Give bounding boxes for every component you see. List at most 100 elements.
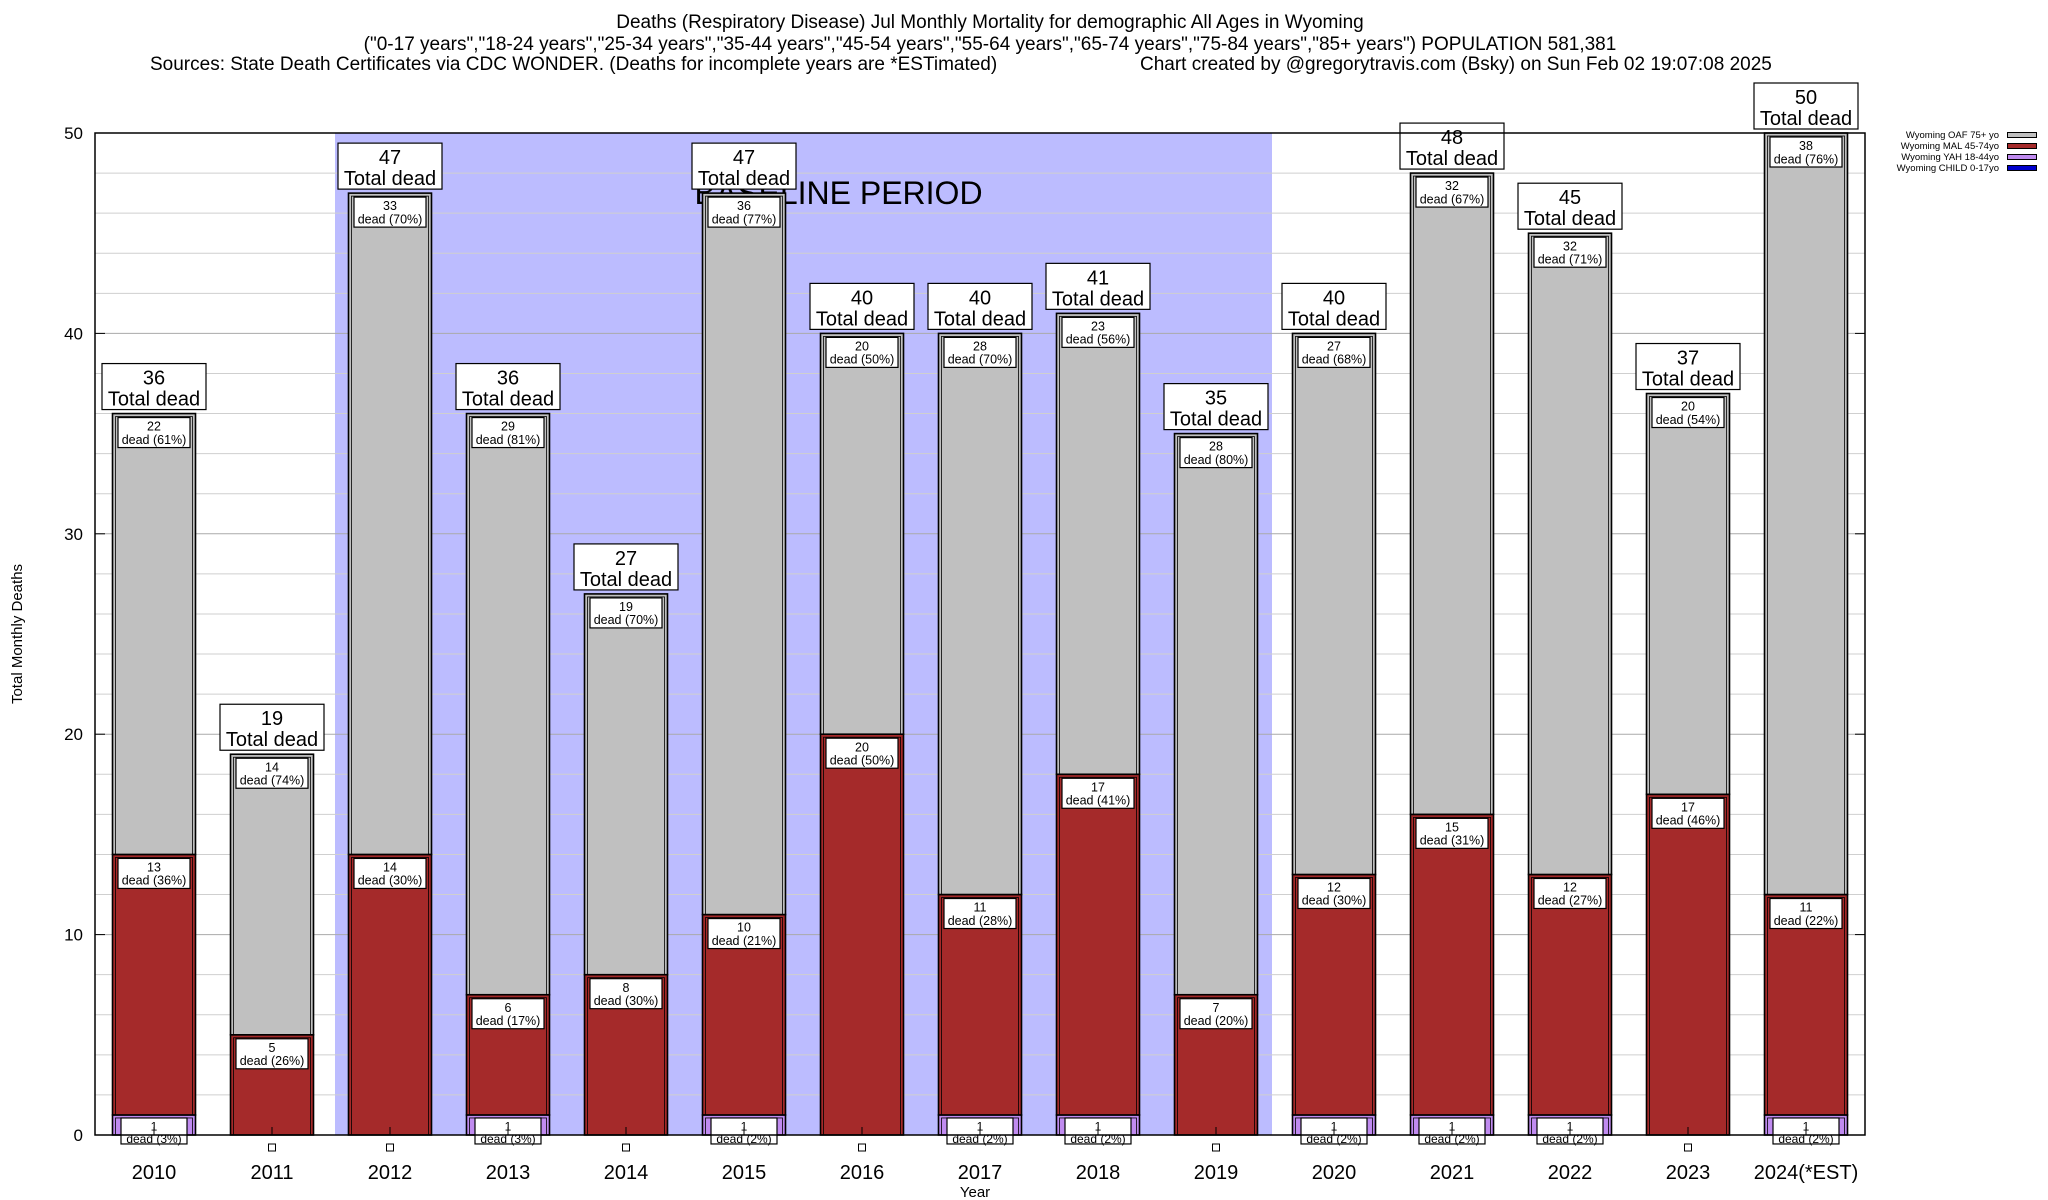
- data-label-mal-box: [1061, 777, 1135, 809]
- data-label-oaf: dead (81%): [476, 433, 541, 447]
- data-label-mal-box: [1533, 877, 1607, 910]
- chart-title-block: Deaths (Respiratory Disease) Jul Monthly…: [0, 12, 1980, 56]
- legend-swatch: [2007, 154, 2037, 160]
- total-label: 40: [851, 287, 873, 309]
- data-label-mal: 11: [974, 901, 987, 915]
- chart-credit: Chart created by @gregorytravis.com (Bsk…: [1140, 54, 1772, 75]
- total-label: 50: [1795, 87, 1817, 109]
- bar-segment-mal: [1409, 813, 1495, 1116]
- x-tick-label: 2024(*EST): [1754, 1162, 1859, 1184]
- bar-segment-oaf: [1409, 172, 1495, 816]
- bar-segment-oaf: [465, 412, 551, 996]
- data-label-mal: 15: [1445, 820, 1459, 834]
- total-label: Total dead: [462, 389, 554, 411]
- total-label: 47: [733, 147, 755, 169]
- bar-segment-oaf-inner: [823, 335, 901, 735]
- data-label-mal-box: [943, 897, 1017, 930]
- data-label-oaf: dead (56%): [1066, 333, 1131, 347]
- data-label-mal: 6: [505, 1001, 512, 1015]
- total-label-box: [927, 282, 1033, 330]
- y-tick-label: 10: [64, 926, 83, 945]
- data-label-mal: dead (30%): [358, 874, 423, 888]
- data-label-oaf-box: [1297, 336, 1371, 368]
- data-label-oaf: 33: [383, 199, 397, 213]
- legend-item: Wyoming OAF 75+ yo: [1880, 130, 2045, 141]
- total-label: 27: [615, 548, 637, 570]
- bar-segment-oaf: [1291, 332, 1377, 876]
- data-label-oaf-box: [471, 416, 545, 449]
- data-label-oaf: 19: [619, 600, 633, 614]
- data-label-mal: 11: [1800, 901, 1813, 915]
- total-label: Total dead: [1406, 148, 1498, 170]
- data-label-yah: 1: [1331, 1120, 1338, 1134]
- bar-segment-oaf: [819, 332, 905, 735]
- data-label-yah: 1: [151, 1120, 158, 1134]
- legend-swatch: [2007, 165, 2037, 171]
- x-tick-label: 2020: [1312, 1162, 1357, 1184]
- total-label: 36: [143, 368, 165, 390]
- x-tick-label: 2022: [1548, 1162, 1593, 1184]
- total-label: Total dead: [226, 729, 318, 751]
- x-axis-label: Year: [960, 1184, 990, 1200]
- x-tick-label: 2010: [132, 1162, 177, 1184]
- data-label-mal: dead (50%): [830, 753, 895, 767]
- data-label-yah-box: [710, 1117, 778, 1145]
- bar-segment-oaf: [1645, 392, 1731, 796]
- data-label-oaf: 20: [1681, 400, 1695, 414]
- x-tick-label: 2015: [722, 1162, 767, 1184]
- total-label: 47: [379, 147, 401, 169]
- data-label-yah: 1: [1095, 1120, 1102, 1134]
- bar-segment-mal: [819, 733, 905, 1136]
- legend-item: Wyoming MAL 45-74yo: [1880, 141, 2045, 152]
- total-label-box: [101, 362, 207, 411]
- empty-value-marker: [386, 1143, 394, 1152]
- data-label-mal-box: [471, 998, 545, 1030]
- bar-segment-oaf-inner: [233, 756, 311, 1036]
- data-label-mal: dead (22%): [1774, 914, 1839, 928]
- total-label-box: [809, 282, 915, 330]
- data-label-oaf-box: [707, 196, 781, 228]
- total-label: 37: [1677, 348, 1699, 370]
- data-label-oaf: 29: [501, 420, 515, 434]
- total-label: Total dead: [934, 308, 1026, 330]
- empty-value-marker: [1684, 1143, 1692, 1152]
- data-label-oaf: dead (68%): [1302, 353, 1367, 367]
- data-label-mal: dead (30%): [594, 994, 659, 1008]
- x-tick-label: 2017: [958, 1162, 1003, 1184]
- total-label-box: [1163, 383, 1269, 431]
- data-label-oaf-box: [1179, 437, 1253, 469]
- legend-item: Wyoming CHILD 0-17yo: [1880, 163, 2045, 174]
- total-label-box: [1045, 262, 1151, 310]
- legend-swatch: [2007, 143, 2037, 149]
- bar-segment-oaf-inner: [1295, 335, 1373, 875]
- legend-swatch: [2007, 132, 2037, 138]
- bar-segment-oaf-inner: [351, 195, 429, 855]
- data-label-mal-box: [1297, 877, 1371, 910]
- total-label-box: [219, 703, 325, 751]
- bar-segment-mal: [1645, 793, 1731, 1136]
- data-label-oaf: dead (70%): [948, 353, 1013, 367]
- data-label-oaf: dead (70%): [594, 613, 659, 627]
- total-label: 40: [969, 287, 991, 309]
- data-label-oaf-box: [1415, 176, 1489, 208]
- bar-segment-oaf-inner: [941, 335, 1019, 895]
- bar-segment-mal: [937, 893, 1023, 1116]
- data-label-yah: 1: [1567, 1120, 1574, 1134]
- total-label: Total dead: [344, 168, 436, 190]
- bar-segment-mal-inner: [1059, 776, 1137, 1116]
- data-label-mal-box: [707, 917, 781, 950]
- data-label-mal: dead (26%): [240, 1054, 305, 1068]
- data-label-oaf: 23: [1091, 319, 1105, 333]
- data-label-oaf: dead (61%): [122, 433, 187, 447]
- total-label: Total dead: [1642, 369, 1734, 391]
- y-tick-label: 30: [64, 525, 83, 544]
- bar-segment-mal: [347, 853, 433, 1136]
- total-label: 36: [497, 368, 519, 390]
- legend-label: Wyoming MAL 45-74yo: [1900, 141, 1999, 152]
- total-label: Total dead: [1170, 409, 1262, 431]
- total-label: Total dead: [698, 168, 790, 190]
- data-label-mal: dead (27%): [1538, 894, 1603, 908]
- data-label-mal: 8: [623, 981, 630, 995]
- x-tick-label: 2018: [1076, 1162, 1121, 1184]
- total-label: Total dead: [108, 389, 200, 411]
